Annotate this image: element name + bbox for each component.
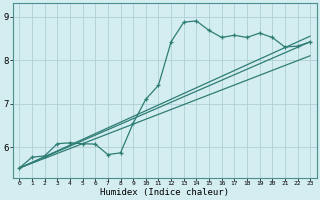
X-axis label: Humidex (Indice chaleur): Humidex (Indice chaleur) [100, 188, 229, 197]
